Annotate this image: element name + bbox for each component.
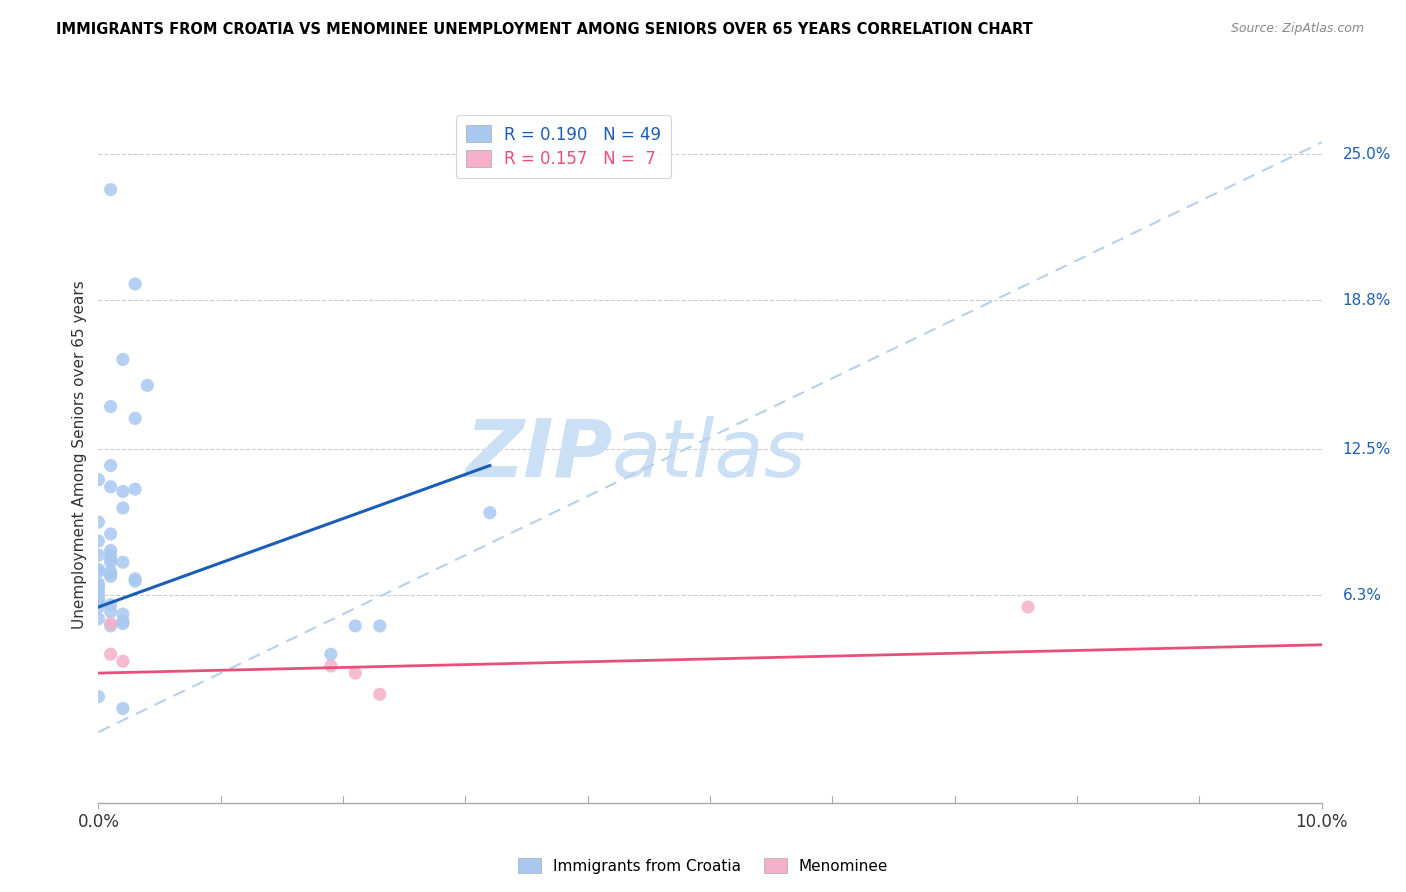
Text: Source: ZipAtlas.com: Source: ZipAtlas.com <box>1230 22 1364 36</box>
Text: atlas: atlas <box>612 416 807 494</box>
Point <box>100 598 122 612</box>
Point <box>124 574 146 588</box>
Point <box>100 555 122 569</box>
Point <box>111 484 134 499</box>
Point <box>100 543 122 558</box>
Point <box>87 562 110 576</box>
Point <box>124 572 146 586</box>
Point <box>111 701 134 715</box>
Point <box>100 619 122 633</box>
Point <box>111 500 134 515</box>
Point <box>111 555 134 569</box>
Point <box>100 616 122 631</box>
Point <box>87 548 110 562</box>
Point <box>87 515 110 529</box>
Point <box>87 581 110 595</box>
Point <box>100 480 122 494</box>
Text: 18.8%: 18.8% <box>1343 293 1391 308</box>
Point <box>87 612 110 626</box>
Point <box>100 527 122 541</box>
Point <box>100 567 122 582</box>
Point <box>87 576 110 591</box>
Point <box>111 616 134 631</box>
Legend: R = 0.190   N = 49, R = 0.157   N =  7: R = 0.190 N = 49, R = 0.157 N = 7 <box>456 115 671 178</box>
Point <box>344 619 367 633</box>
Point <box>100 400 122 414</box>
Point <box>124 277 146 291</box>
Point <box>100 553 122 567</box>
Text: 25.0%: 25.0% <box>1343 146 1391 161</box>
Point <box>111 614 134 628</box>
Text: ZIP: ZIP <box>465 416 612 494</box>
Point <box>87 565 110 579</box>
Point <box>368 619 391 633</box>
Point <box>319 659 342 673</box>
Point <box>87 600 110 615</box>
Point <box>136 378 159 392</box>
Point <box>368 687 391 701</box>
Point <box>478 506 501 520</box>
Point <box>87 591 110 605</box>
Point <box>124 482 146 496</box>
Point <box>87 534 110 549</box>
Point <box>124 411 146 425</box>
Point <box>100 569 122 583</box>
Point <box>111 607 134 621</box>
Point <box>87 593 110 607</box>
Point <box>100 647 122 661</box>
Point <box>87 595 110 609</box>
Legend: Immigrants from Croatia, Menominee: Immigrants from Croatia, Menominee <box>512 852 894 880</box>
Text: 6.3%: 6.3% <box>1343 588 1382 603</box>
Point <box>100 458 122 473</box>
Point <box>111 654 134 668</box>
Text: 12.5%: 12.5% <box>1343 442 1391 457</box>
Point <box>87 586 110 600</box>
Text: IMMIGRANTS FROM CROATIA VS MENOMINEE UNEMPLOYMENT AMONG SENIORS OVER 65 YEARS CO: IMMIGRANTS FROM CROATIA VS MENOMINEE UNE… <box>56 22 1033 37</box>
Point <box>100 605 122 619</box>
Point <box>111 352 134 367</box>
Point <box>344 666 367 681</box>
Point <box>87 579 110 593</box>
Point <box>87 473 110 487</box>
Y-axis label: Unemployment Among Seniors over 65 years: Unemployment Among Seniors over 65 years <box>72 281 87 629</box>
Point <box>100 183 122 197</box>
Point <box>87 690 110 704</box>
Point <box>100 565 122 579</box>
Point <box>1017 600 1039 615</box>
Point <box>100 548 122 562</box>
Point <box>319 647 342 661</box>
